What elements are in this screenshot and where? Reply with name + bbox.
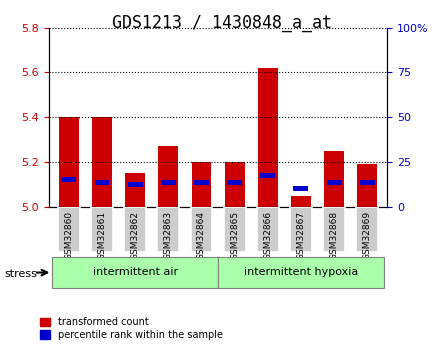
- Bar: [294, 186, 308, 191]
- Text: GSM32867: GSM32867: [296, 210, 305, 260]
- Bar: [360, 180, 375, 185]
- Bar: [94, 180, 109, 185]
- Bar: [92, 117, 112, 207]
- Bar: [324, 151, 344, 207]
- Text: intermittent hypoxia: intermittent hypoxia: [244, 267, 358, 277]
- Bar: [291, 196, 311, 207]
- Text: GSM32864: GSM32864: [197, 210, 206, 259]
- Bar: [125, 173, 145, 207]
- Text: GSM32868: GSM32868: [330, 210, 339, 260]
- Text: GSM32863: GSM32863: [164, 210, 173, 260]
- Bar: [59, 117, 79, 207]
- Text: intermittent air: intermittent air: [93, 267, 178, 277]
- Bar: [356, 207, 378, 252]
- Text: GDS1213 / 1430848_a_at: GDS1213 / 1430848_a_at: [113, 14, 332, 32]
- Bar: [61, 177, 76, 182]
- Bar: [52, 257, 218, 288]
- Bar: [227, 180, 242, 185]
- Legend: transformed count, percentile rank within the sample: transformed count, percentile rank withi…: [40, 317, 223, 340]
- Bar: [128, 182, 142, 187]
- Bar: [357, 164, 377, 207]
- Bar: [257, 207, 279, 252]
- Bar: [218, 257, 384, 288]
- Bar: [260, 173, 275, 178]
- Bar: [158, 147, 178, 207]
- Bar: [161, 180, 176, 185]
- Bar: [258, 68, 278, 207]
- Text: GSM32866: GSM32866: [263, 210, 272, 260]
- Text: GSM32861: GSM32861: [97, 210, 106, 260]
- Bar: [290, 207, 312, 252]
- Text: stress: stress: [4, 269, 37, 279]
- Text: GSM32860: GSM32860: [65, 210, 73, 260]
- Bar: [327, 180, 342, 185]
- Text: GSM32865: GSM32865: [230, 210, 239, 260]
- Bar: [91, 207, 113, 252]
- Bar: [225, 162, 245, 207]
- Bar: [158, 207, 179, 252]
- Bar: [190, 207, 212, 252]
- Text: GSM32862: GSM32862: [131, 210, 140, 259]
- Bar: [191, 162, 211, 207]
- Bar: [58, 207, 80, 252]
- Bar: [124, 207, 146, 252]
- Bar: [194, 180, 209, 185]
- Text: GSM32869: GSM32869: [363, 210, 372, 260]
- Bar: [224, 207, 246, 252]
- Bar: [323, 207, 345, 252]
